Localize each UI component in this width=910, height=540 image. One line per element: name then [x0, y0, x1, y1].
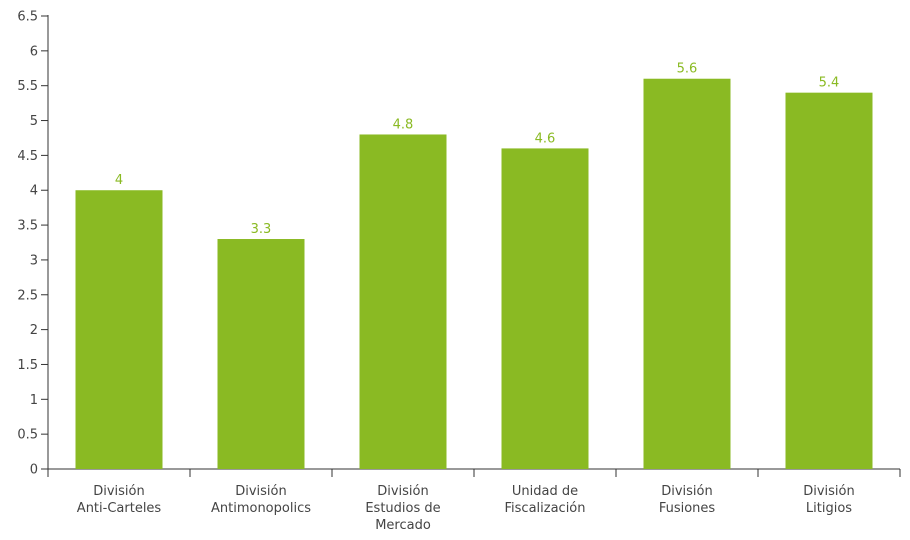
y-tick-label: 5.5 [17, 79, 38, 94]
bar [359, 134, 447, 469]
y-tick-label: 3.5 [17, 219, 38, 234]
bar-value-label: 3.3 [251, 222, 272, 237]
bar [75, 190, 163, 469]
bars [75, 78, 873, 470]
x-category-label: División Fusiones [659, 484, 716, 516]
y-tick-label: 4.5 [17, 149, 38, 164]
y-tick-label: 0 [30, 463, 38, 478]
bar-value-label: 4.8 [393, 117, 414, 132]
y-tick-label: 2 [30, 323, 38, 338]
y-tick-label: 3 [30, 253, 38, 268]
bar-value-label: 5.6 [677, 62, 698, 77]
y-tick-label: 2.5 [17, 288, 38, 303]
x-category-label: División Antimonopolics [211, 484, 311, 516]
y-axis: 0 0.5 1 1.5 2 2.5 3 3.5 4 4.5 5 5.5 6 6.5 [17, 10, 49, 478]
x-axis: División Anti-Carteles División Antimonopol… [47, 468, 901, 533]
y-tick-label: 5 [30, 114, 38, 129]
bar [785, 92, 873, 470]
y-tick-label: 6 [30, 44, 38, 59]
bar-value-label: 5.4 [819, 76, 840, 91]
bar [643, 78, 731, 469]
value-labels: 4 3.3 4.8 4.6 5.6 5.4 [115, 62, 839, 237]
y-tick-label: 1.5 [17, 358, 38, 373]
bar [501, 148, 589, 469]
bar [217, 239, 305, 469]
x-category-label: División Litigios [803, 484, 855, 516]
x-category-label: Unidad de Fiscalización [505, 484, 586, 516]
y-tick-label: 4 [30, 184, 38, 199]
bar-value-label: 4.6 [535, 131, 556, 146]
bar-value-label: 4 [115, 173, 123, 188]
y-tick-label: 1 [30, 393, 38, 408]
y-tick-label: 6.5 [17, 10, 38, 25]
x-category-label: División Anti-Carteles [77, 484, 162, 516]
x-category-label: División Estudios de Mercado [365, 484, 440, 533]
y-tick-label: 0.5 [17, 428, 38, 443]
